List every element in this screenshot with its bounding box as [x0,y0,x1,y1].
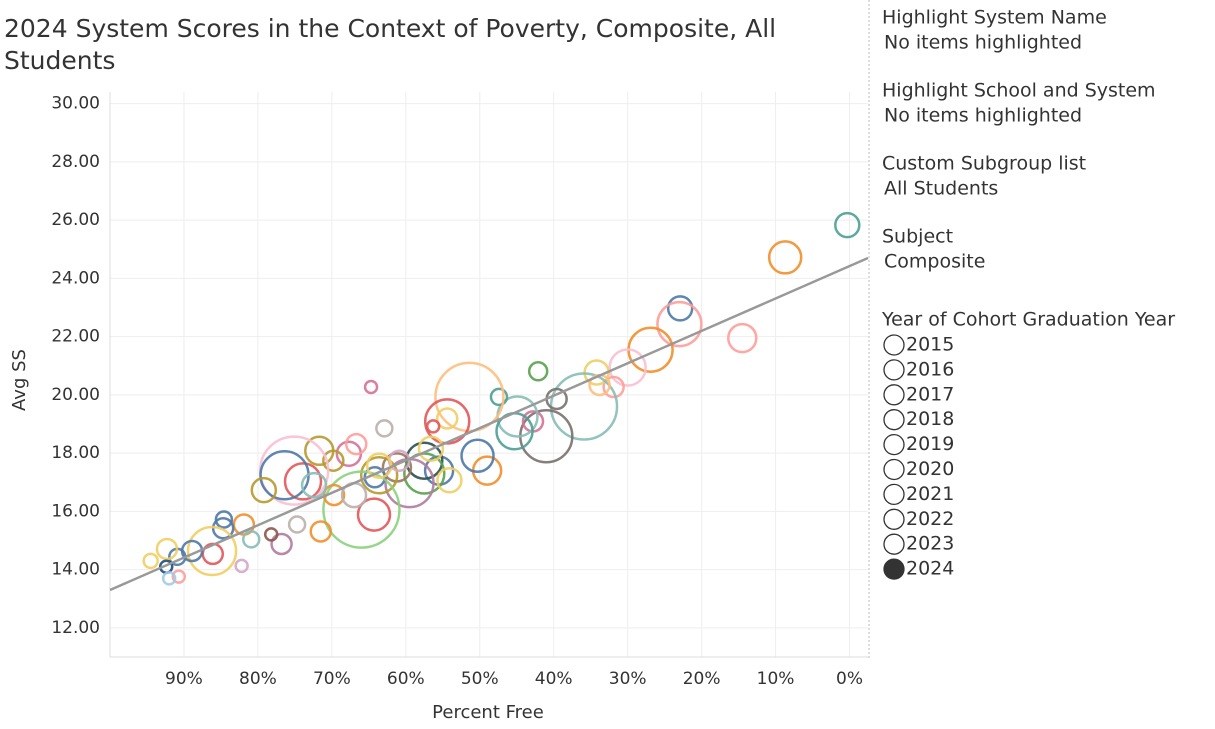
legend-symbol [883,359,905,381]
legend-label: 2024 [906,558,954,580]
bubble [270,532,293,556]
filter-title: Highlight School and System [882,80,1156,102]
bubble [345,432,368,456]
bubble [417,435,445,463]
legend-symbol [883,483,905,506]
bubble [155,537,179,561]
bubble [214,510,234,529]
bubble [283,462,323,501]
y-tick-label: 24.00 [51,268,100,288]
filter-value: No items highlighted [884,32,1082,54]
y-tick-label: 16.00 [51,501,100,521]
legend-symbol [883,533,905,555]
chart-title-1: 2024 System Scores in the Context of Pov… [4,14,776,43]
y-tick-label: 28.00 [51,152,100,172]
y-tick-label: 22.00 [51,327,100,347]
bubble [304,435,335,467]
x-tick-label: 60% [387,669,425,689]
legend-label: 2015 [906,334,954,356]
bubble [834,211,861,239]
legend-label: 2020 [906,458,954,480]
y-tick-label: 20.00 [51,385,100,405]
bubble [627,326,674,373]
y-axis-label: Avg SS [9,349,30,411]
x-tick-label: 30% [609,669,647,689]
bubble [436,466,463,494]
legend-label: 2017 [906,383,954,405]
bubble [489,387,509,407]
legend-symbol [883,334,905,356]
bubble [527,361,549,382]
x-tick-label: 80% [239,669,277,689]
y-tick-label: 26.00 [51,210,100,230]
filter-title: Highlight System Name [882,7,1107,29]
legend-symbol [883,458,905,481]
x-tick-label: 70% [313,669,351,689]
y-tick-label: 12.00 [51,618,100,638]
legend-symbol [883,409,905,431]
bubble [375,419,394,438]
y-tick-label: 14.00 [51,560,100,580]
x-tick-label: 0% [836,669,863,689]
y-tick-label: 18.00 [51,443,100,463]
bubble [322,470,401,549]
legend-label: 2016 [906,358,954,380]
bubble [211,517,235,540]
bubble [435,407,459,430]
bubble [186,525,238,577]
legend-symbol [883,384,905,406]
x-tick-label: 90% [165,669,203,689]
bubble [356,497,392,532]
legend-label: 2021 [906,483,954,505]
bubble [434,361,505,433]
bubble [608,348,647,387]
y-tick-label: 30.00 [51,94,100,114]
bubble [300,471,328,499]
bubble [241,530,261,549]
x-tick-label: 20% [683,669,721,689]
bubble [359,456,399,495]
filter-title: Subject [882,226,953,248]
filter-value: All Students [884,178,998,200]
x-tick-label: 10% [757,669,795,689]
x-tick-label: 50% [461,669,499,689]
bubble [234,558,249,574]
chart-title-2: Students [4,46,115,75]
bubble [142,552,159,570]
legend-symbol [883,508,905,530]
filter-title: Custom Subgroup list [882,153,1086,175]
legend-symbol [883,433,905,456]
bubble [602,375,625,399]
legend-title: Year of Cohort Graduation Year [881,309,1175,331]
x-tick-label: 40% [535,669,573,689]
bubble [363,379,379,395]
filter-value: Composite [884,251,985,273]
bubble [287,515,307,534]
bubble [161,571,177,586]
legend-label: 2018 [906,408,954,430]
legend-label: 2022 [906,508,954,530]
bubble [263,527,279,542]
legend-label: 2023 [906,533,954,555]
legend-symbol [883,558,905,580]
bubble [171,569,187,584]
bubble [767,240,803,275]
trend-line [109,256,869,592]
bubble [666,295,694,322]
bubble [309,520,333,543]
bubble [250,476,278,504]
x-axis-label: Percent Free [432,702,544,723]
filter-value: No items highlighted [884,105,1082,127]
bubble [259,450,310,501]
bubble [727,322,758,354]
bubble [656,300,703,348]
legend-label: 2019 [906,433,954,455]
bubble [460,438,495,474]
bubble [425,419,441,434]
